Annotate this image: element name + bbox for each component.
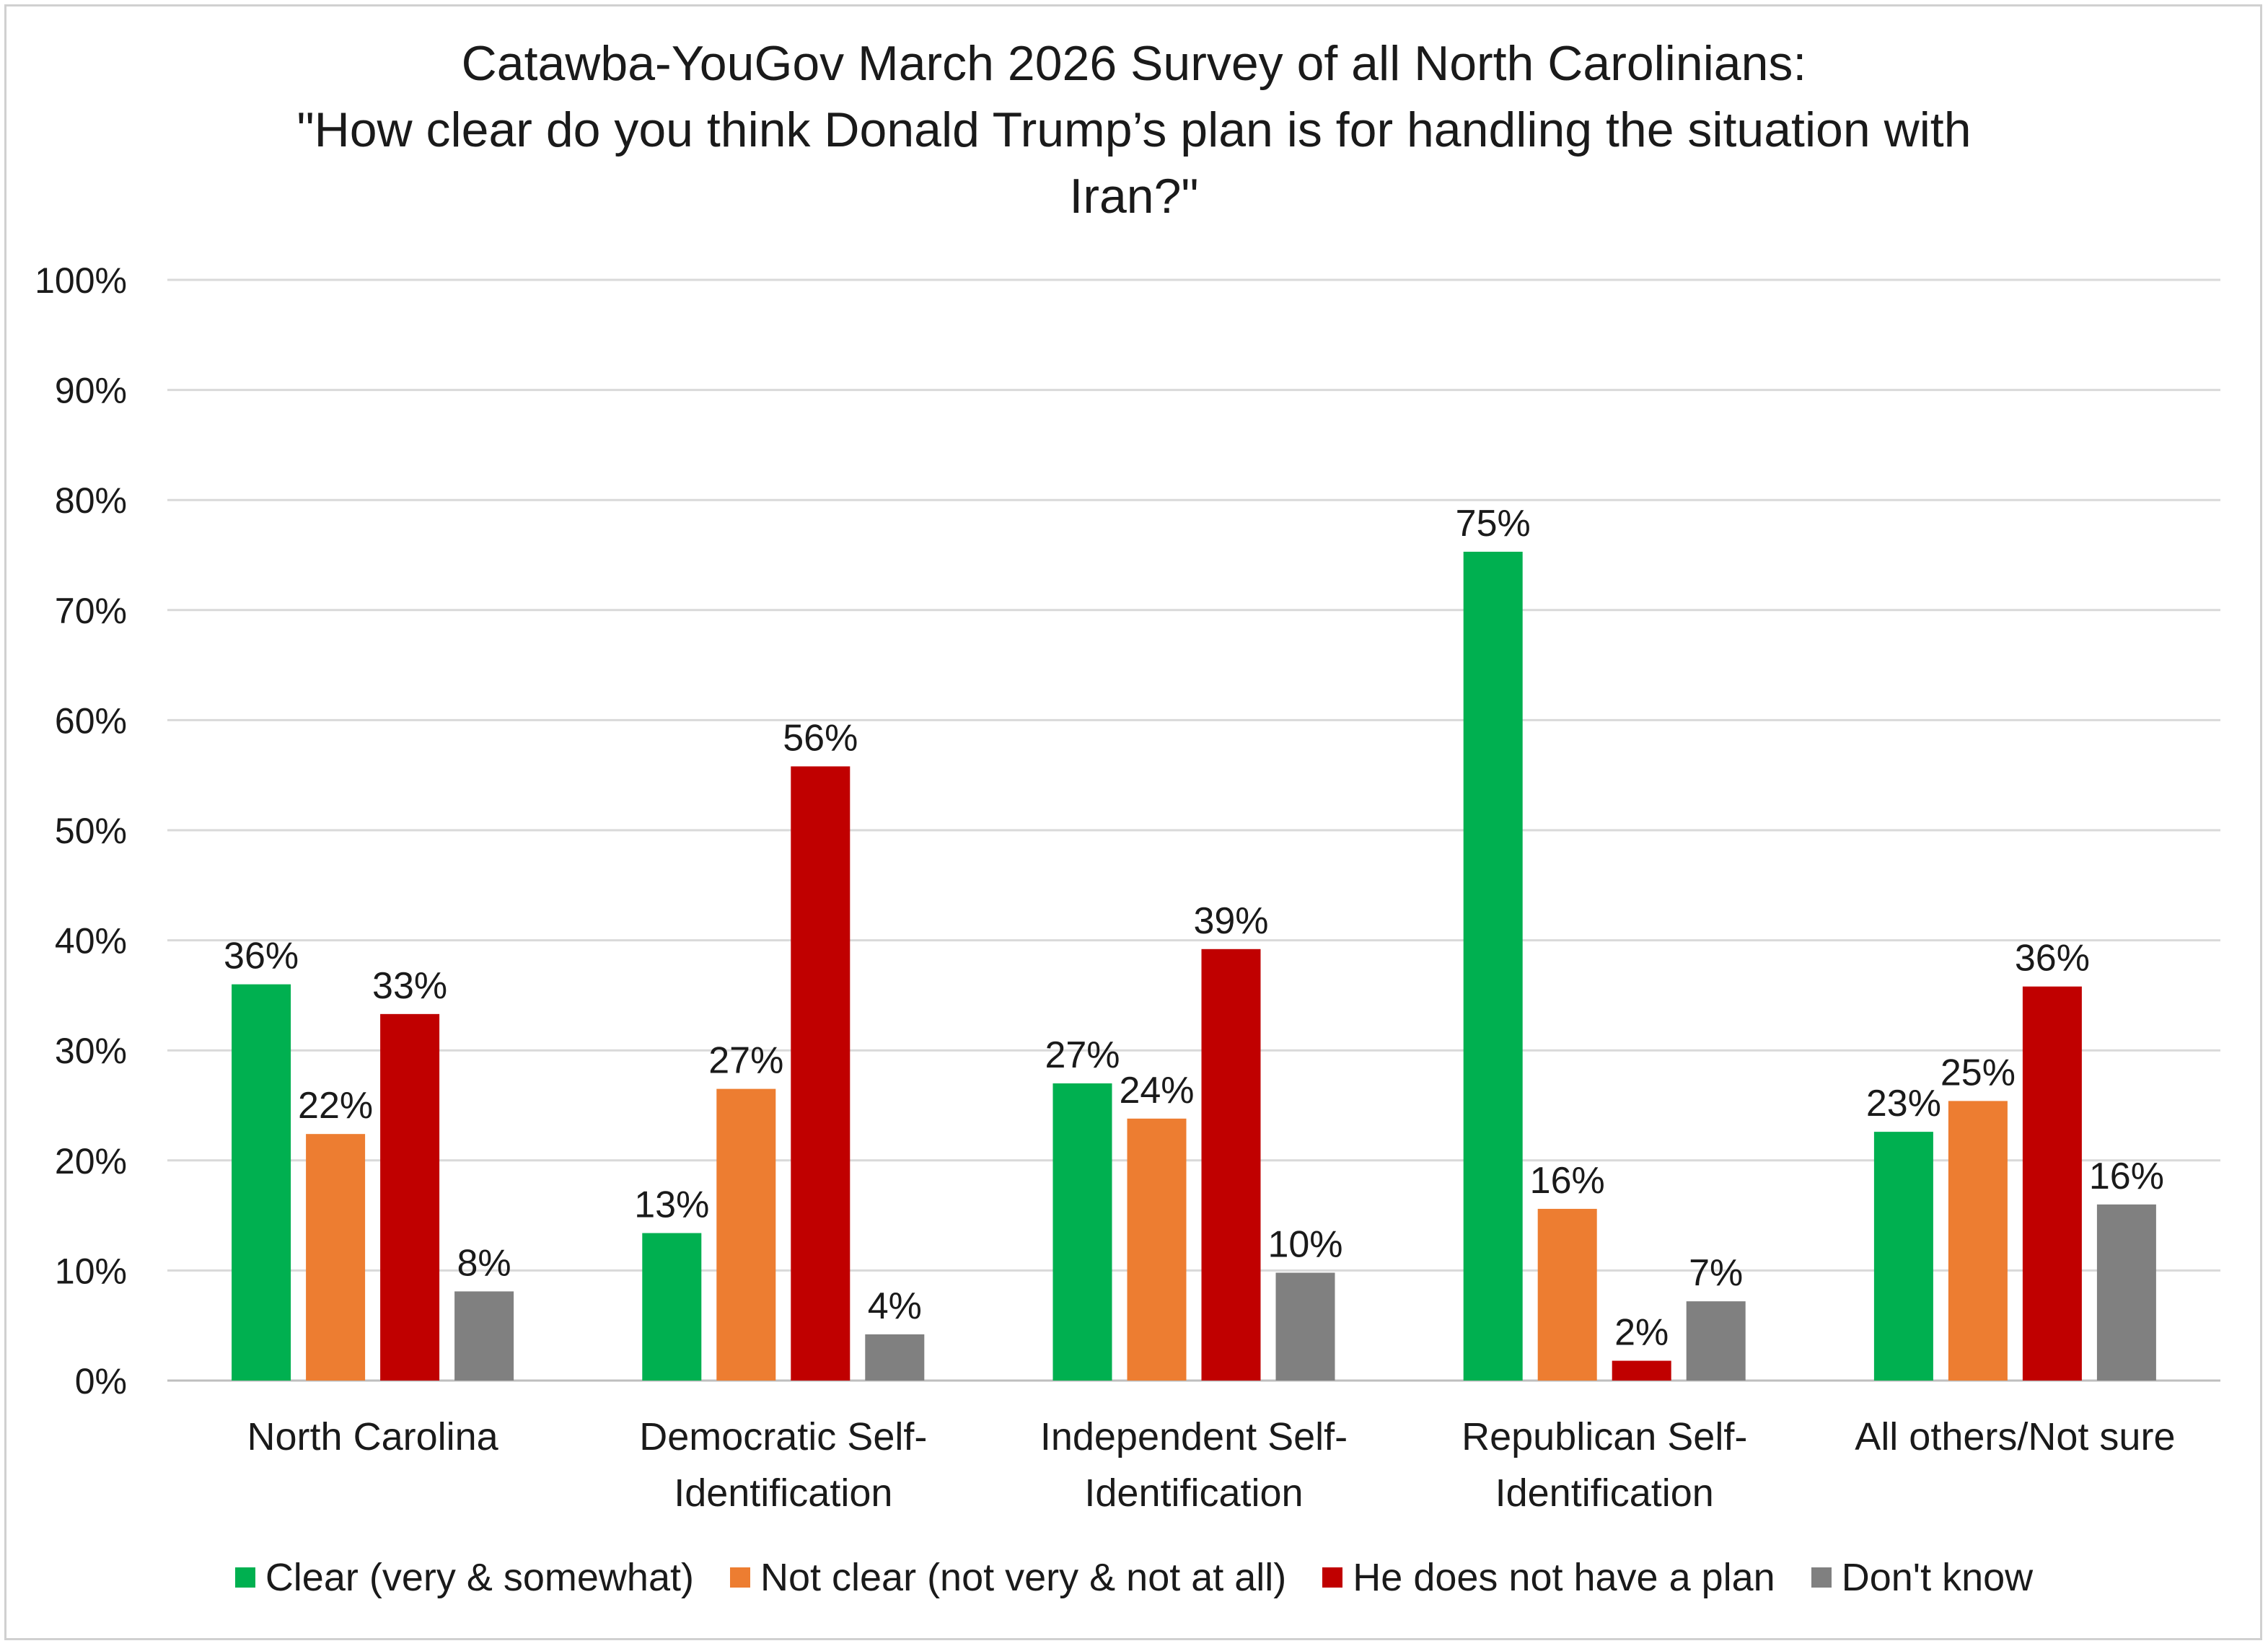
y-tick-label: 50% [55,811,127,851]
data-label: 22% [298,1085,373,1127]
bar [1201,949,1261,1381]
bar [454,1291,514,1381]
bars [232,551,2156,1381]
legend-label: He does not have a plan [1353,1556,1775,1599]
data-label: 24% [1119,1070,1194,1112]
data-label: 2% [1614,1312,1669,1354]
data-label: 10% [1267,1223,1342,1265]
data-label: 56% [783,717,858,759]
y-tick-label: 0% [75,1361,127,1401]
data-label: 27% [1045,1034,1120,1076]
data-label: 75% [1456,503,1531,545]
legend-item: Not clear (not very & not at all) [729,1555,1287,1600]
bar [1612,1360,1671,1381]
y-tick-label: 90% [55,371,127,411]
data-label: 8% [457,1242,511,1284]
category-label: Republican Self- [1462,1415,1747,1458]
data-label: 23% [1866,1083,1941,1125]
category-label: All others/Not sure [1855,1415,2175,1458]
data-labels: 36%13%27%75%23%22%27%24%16%25%33%56%39%2… [224,503,2164,1354]
data-label: 27% [708,1040,783,1082]
data-label: 4% [868,1285,922,1327]
category-label: Democratic Self- [639,1415,927,1458]
y-tick-label: 40% [55,921,127,961]
category-label: Identification [1495,1471,1714,1515]
legend-item: Clear (very & somewhat) [234,1555,694,1600]
bar [1275,1272,1335,1381]
bar [232,984,291,1381]
y-tick-label: 60% [55,700,127,741]
bar [1052,1083,1112,1381]
legend-label: Clear (very & somewhat) [265,1556,694,1599]
bar [1948,1101,2008,1381]
data-label: 25% [1940,1052,2016,1093]
bar [1537,1208,1597,1381]
x-axis-categories: North Carolina Democratic Self- Identifica… [247,1415,2176,1515]
y-tick-label: 70% [55,591,127,631]
bar [2096,1204,2156,1381]
bar [791,766,850,1381]
bar [1686,1301,1746,1381]
legend-label: Don't know [1841,1556,2034,1599]
bar [1873,1132,1933,1381]
y-tick-label: 30% [55,1031,127,1071]
bar [1463,551,1523,1381]
category-label: Identification [1084,1471,1303,1515]
legend-item: Don't know [1811,1555,2033,1600]
data-label: 36% [224,936,299,977]
bar [1127,1118,1187,1381]
chart-title-line-1: Catawba-YouGov March 2026 Survey of all … [461,36,1807,91]
y-tick-label: 10% [55,1251,127,1291]
legend-item: He does not have a plan [1322,1555,1775,1600]
legend-swatch [1322,1567,1343,1588]
y-tick-label: 20% [55,1141,127,1181]
y-tick-label: 80% [55,480,127,521]
bar [2022,986,2082,1381]
bar [306,1134,366,1381]
bar [865,1334,925,1381]
category-label: North Carolina [247,1415,499,1458]
data-label: 16% [2089,1156,2164,1197]
category-label: Independent Self- [1040,1415,1348,1458]
bar [642,1233,702,1381]
legend-swatch [729,1567,750,1588]
legend-swatch [1811,1567,1832,1588]
category-label: Identification [674,1471,892,1515]
data-label: 7% [1689,1252,1743,1294]
data-label: 39% [1193,900,1268,942]
legend-swatch [234,1567,255,1588]
data-label: 16% [1530,1160,1605,1202]
data-label: 33% [372,965,447,1007]
data-label: 36% [2015,938,2090,980]
data-label: 13% [634,1184,709,1226]
legend: Clear (very & somewhat) Not clear (not ve… [0,1555,2268,1600]
bar [716,1088,776,1381]
y-tick-label: 100% [35,260,127,301]
chart-title: Catawba-YouGov March 2026 Survey of all … [0,30,2268,229]
chart-title-line-2: "How clear do you think Donald Trump’s p… [296,102,1972,157]
y-axis-ticks: 0% 10% 20% 30% 40% 50% 60% 70% 80% 90% 100% [35,260,127,1401]
bar [380,1013,440,1381]
legend-label: Not clear (not very & not at all) [760,1556,1287,1599]
chart-title-line-3: Iran?" [1069,169,1199,224]
